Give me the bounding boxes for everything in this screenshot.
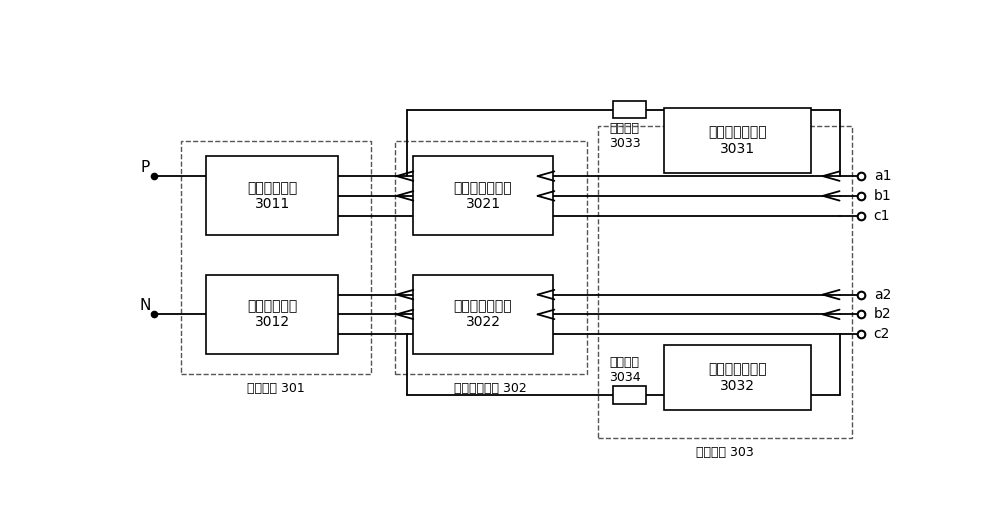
Bar [413,275,553,354]
Bar [206,275,338,354]
Text: 第二充电接触器
3032: 第二充电接触器 3032 [708,363,767,392]
Text: 第一低压断路器
3021: 第一低压断路器 3021 [454,181,512,211]
Text: 第二低压断路器
3022: 第二低压断路器 3022 [454,299,512,329]
Bar [664,108,811,173]
Text: c2: c2 [874,327,890,341]
Bar [395,141,587,373]
Text: 第二功率模块
3012: 第二功率模块 3012 [247,299,297,329]
Text: a1: a1 [874,169,891,183]
Text: b1: b1 [874,189,891,203]
Bar [181,141,371,373]
Text: 第一功率模块
3011: 第一功率模块 3011 [247,181,297,211]
Text: 第一充电接触器
3031: 第一充电接触器 3031 [708,126,767,155]
Bar [613,386,646,404]
Text: 第三电阻
3033: 第三电阻 3033 [609,123,641,150]
Text: 低压断路模块 302: 低压断路模块 302 [454,382,527,394]
Bar [413,156,553,235]
Bar [664,345,811,410]
Text: N: N [139,298,151,313]
Bar [613,101,646,119]
Text: c1: c1 [874,209,890,223]
Text: 第四电阻
3034: 第四电阻 3034 [609,357,641,384]
Text: 功率模块 301: 功率模块 301 [247,382,305,394]
Bar [598,126,852,438]
Text: a2: a2 [874,288,891,302]
Text: b2: b2 [874,307,891,321]
Text: P: P [141,160,150,175]
Bar [206,156,338,235]
Text: 充电模块 303: 充电模块 303 [696,445,754,459]
